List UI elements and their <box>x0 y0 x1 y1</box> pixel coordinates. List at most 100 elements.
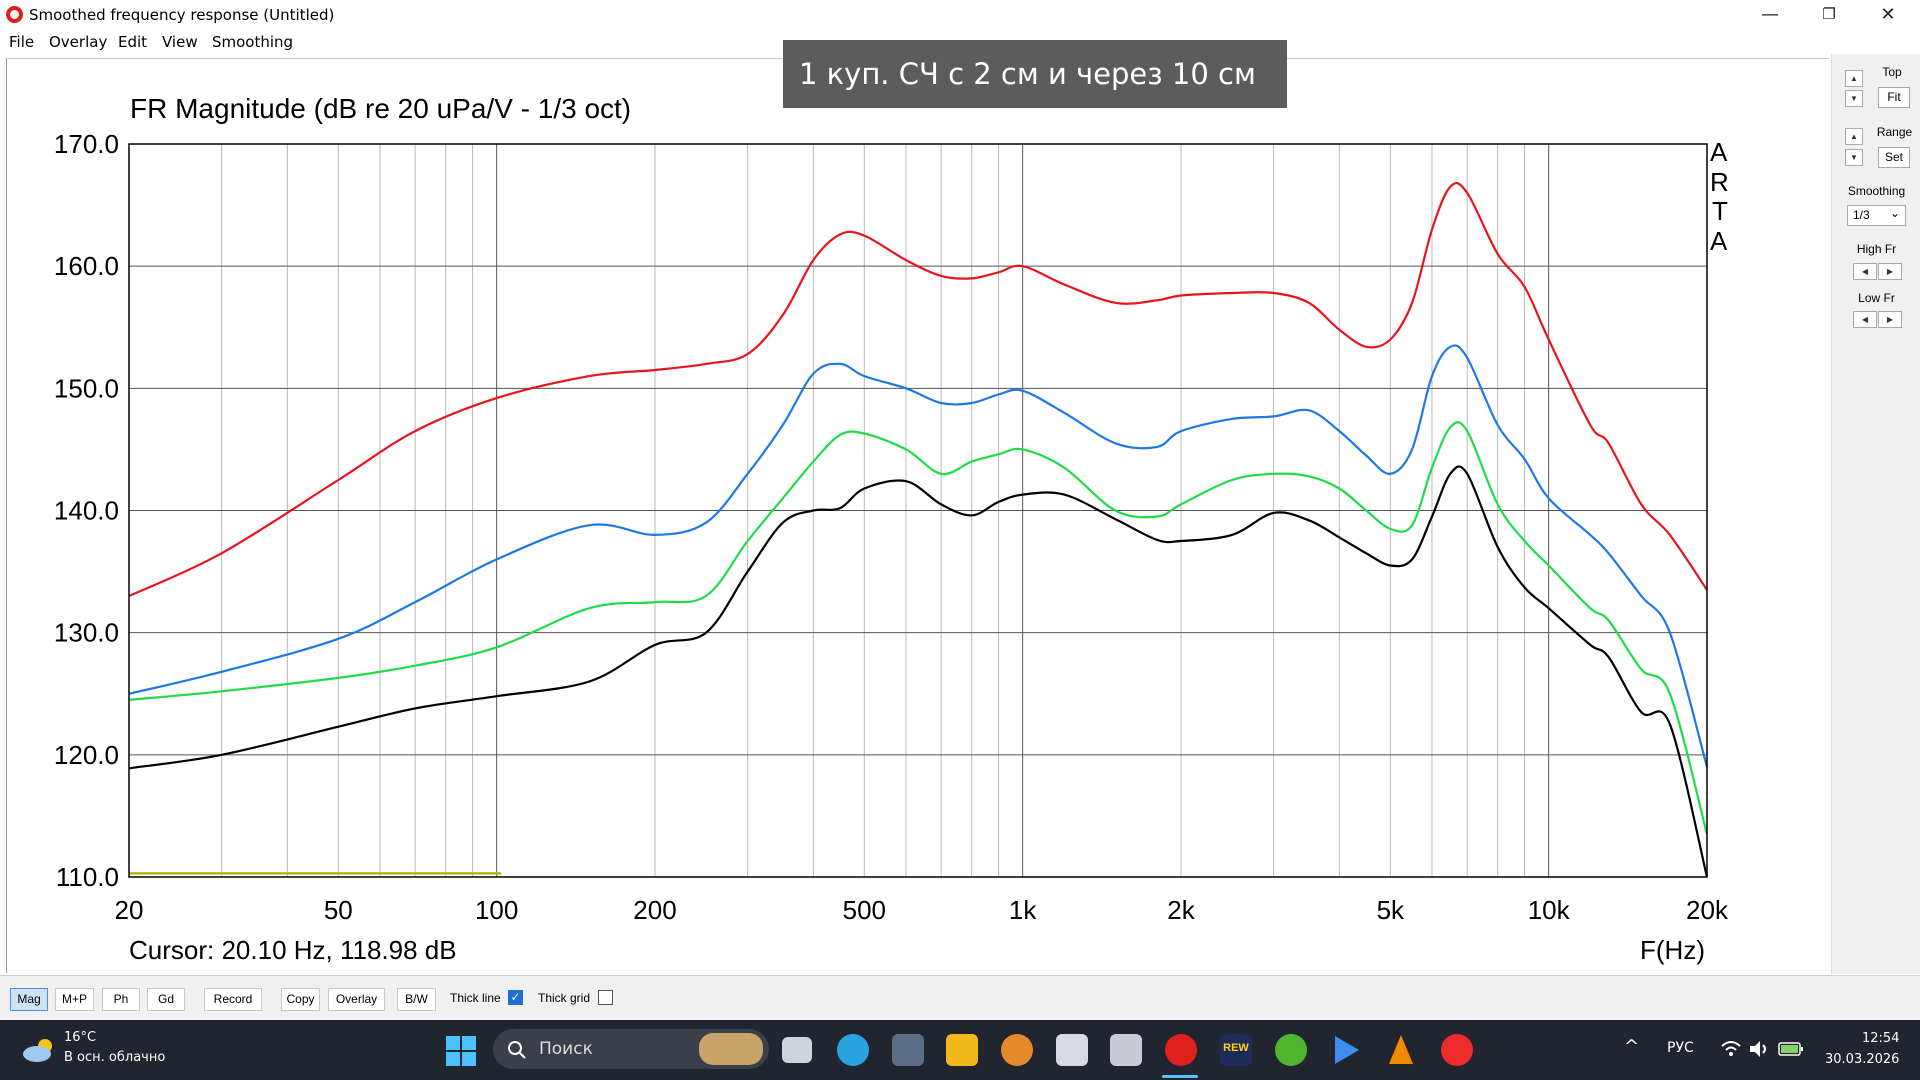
watermark-letter: A <box>1710 226 1728 256</box>
tray-chevron-icon[interactable]: ^ <box>1624 1036 1640 1057</box>
chart-series <box>128 181 1709 878</box>
x-tick-label: 200 <box>633 895 676 925</box>
menu-overlay[interactable]: Overlay <box>49 33 108 51</box>
x-tick-label: 5k <box>1377 895 1405 925</box>
low-fr-label: Low Fr <box>1858 291 1895 305</box>
clock-date[interactable]: 30.03.2026 <box>1825 1052 1900 1067</box>
high-fr-label: High Fr <box>1856 242 1897 256</box>
file-explorer-icon[interactable] <box>946 1034 978 1066</box>
task-view-icon[interactable] <box>782 1037 812 1063</box>
telegram-icon[interactable] <box>837 1034 869 1066</box>
thick-line-checkbox[interactable]: ✓ <box>508 990 523 1005</box>
copy-button[interactable]: Copy <box>281 988 320 1011</box>
range-label: Range <box>1876 125 1913 139</box>
title-bar: Smoothed frequency response (Untitled) —… <box>0 0 1920 29</box>
menu-file[interactable]: File <box>9 33 35 51</box>
x-tick-label: 50 <box>324 895 353 925</box>
set-button[interactable]: Set <box>1878 147 1910 168</box>
watermark-letter: A <box>1710 137 1728 167</box>
battery-icon[interactable] <box>1778 1041 1804 1057</box>
right-control-panel: Top ▲ ▼ Fit Range ▲ ▼ Set Smoothing 1/3 … <box>1831 54 1920 974</box>
high-fr-left-button[interactable]: ◀ <box>1853 263 1877 280</box>
overlay-button[interactable]: Overlay <box>328 988 385 1011</box>
yandex-browser-icon[interactable] <box>1441 1034 1473 1066</box>
eye-app-icon[interactable] <box>1001 1034 1033 1066</box>
y-tick-label: 140.0 <box>54 496 119 526</box>
chevron-down-icon: ⌄ <box>1889 206 1900 220</box>
close-button[interactable]: ✕ <box>1880 4 1896 25</box>
high-fr-right-button[interactable]: ▶ <box>1878 263 1902 280</box>
windows-start-icon[interactable] <box>446 1036 476 1066</box>
rew-app-icon[interactable]: REW <box>1220 1034 1252 1066</box>
thick-grid-checkbox[interactable] <box>598 990 613 1005</box>
chart-grid <box>128 143 1708 878</box>
low-fr-left-button[interactable]: ◀ <box>1853 311 1877 328</box>
language-indicator[interactable]: РУС <box>1667 1040 1694 1056</box>
series-line <box>128 181 1708 597</box>
menu-edit[interactable]: Edit <box>118 33 148 51</box>
watermark-letter: R <box>1710 167 1729 197</box>
smoothing-value: 1/3 <box>1853 208 1870 222</box>
chart-title: FR Magnitude (dB re 20 uPa/V - 1/3 oct) <box>130 93 631 124</box>
media-player-icon[interactable] <box>1333 1034 1361 1066</box>
arta-app-icon[interactable] <box>1165 1034 1197 1066</box>
x-tick-label: 1k <box>1009 895 1037 925</box>
window-title: Smoothed frequency response (Untitled) <box>29 6 335 24</box>
low-fr-right-button[interactable]: ▶ <box>1878 311 1902 328</box>
top-label: Top <box>1882 65 1902 79</box>
y-tick-label: 150.0 <box>54 373 119 403</box>
bw-button[interactable]: B/W <box>397 988 436 1011</box>
clock-time[interactable]: 12:54 <box>1862 1031 1900 1046</box>
x-axis-label: F(Hz) <box>1640 935 1705 965</box>
active-app-indicator <box>1162 1075 1198 1078</box>
search-icon <box>508 1041 526 1059</box>
search-placeholder: Поиск <box>539 1039 593 1059</box>
x-tick-label: 20 <box>115 895 144 925</box>
watermark-letter: T <box>1712 196 1728 226</box>
vlc-icon[interactable] <box>1386 1034 1416 1066</box>
series-line <box>128 421 1709 835</box>
search-highlight-icon <box>699 1033 763 1065</box>
chart-ticks: 20 50 100 200 500 1k 2k 5k 10k 20k 110.0 120.0 130.0… <box>54 129 1729 925</box>
x-tick-label: 500 <box>843 895 886 925</box>
top-up-button[interactable]: ▲ <box>1845 70 1863 87</box>
mag-button[interactable]: Mag <box>10 988 48 1011</box>
x-tick-label: 10k <box>1528 895 1571 925</box>
menu-smoothing[interactable]: Smoothing <box>212 33 294 51</box>
y-tick-label: 110.0 <box>56 862 119 892</box>
chart-app-icon[interactable] <box>1110 1034 1142 1066</box>
windows-taskbar: 16°C В осн. облачно Поиск REW ^ РУС <box>0 1020 1920 1080</box>
x-tick-label: 20k <box>1686 895 1729 925</box>
smoothing-select[interactable]: 1/3 ⌄ <box>1847 205 1906 226</box>
record-button[interactable]: Record <box>204 988 262 1011</box>
maximize-button[interactable]: ❐ <box>1822 5 1836 23</box>
x-tick-label: 2k <box>1167 895 1195 925</box>
taskbar-search-input[interactable]: Поиск <box>493 1029 769 1069</box>
gd-button[interactable]: Gd <box>147 988 185 1011</box>
bottom-toolbar: Mag M+P Ph Gd Record Copy Overlay B/W Th… <box>0 975 1920 1020</box>
tool-app-icon[interactable] <box>1056 1034 1088 1066</box>
fit-button[interactable]: Fit <box>1878 87 1910 108</box>
y-tick-label: 120.0 <box>54 740 119 770</box>
utorrent-icon[interactable] <box>1275 1034 1307 1066</box>
y-tick-label: 130.0 <box>54 618 119 648</box>
range-down-button[interactable]: ▼ <box>1845 149 1863 166</box>
mp-button[interactable]: M+P <box>55 988 94 1011</box>
calculator-icon[interactable] <box>892 1034 924 1066</box>
weather-cloud-icon[interactable] <box>21 1036 57 1064</box>
weather-desc: В осн. облачно <box>64 1050 166 1065</box>
frequency-response-chart[interactable]: 20 50 100 200 500 1k 2k 5k 10k 20k 110.0 120.0 130.0… <box>7 59 1830 974</box>
minimize-button[interactable]: — <box>1761 4 1779 25</box>
smoothing-label: Smoothing <box>1847 184 1906 198</box>
volume-icon[interactable] <box>1748 1040 1770 1058</box>
x-tick-label: 100 <box>475 895 518 925</box>
wifi-icon[interactable] <box>1720 1040 1742 1058</box>
top-down-button[interactable]: ▼ <box>1845 90 1863 107</box>
range-up-button[interactable]: ▲ <box>1845 128 1863 145</box>
weather-temp: 16°C <box>64 1030 97 1045</box>
ph-button[interactable]: Ph <box>102 988 140 1011</box>
chart-frame[interactable]: 20 50 100 200 500 1k 2k 5k 10k 20k 110.0 120.0 130.0… <box>6 58 1829 973</box>
menu-view[interactable]: View <box>162 33 198 51</box>
series-line <box>128 465 1709 878</box>
thick-line-label: Thick line <box>450 991 501 1005</box>
